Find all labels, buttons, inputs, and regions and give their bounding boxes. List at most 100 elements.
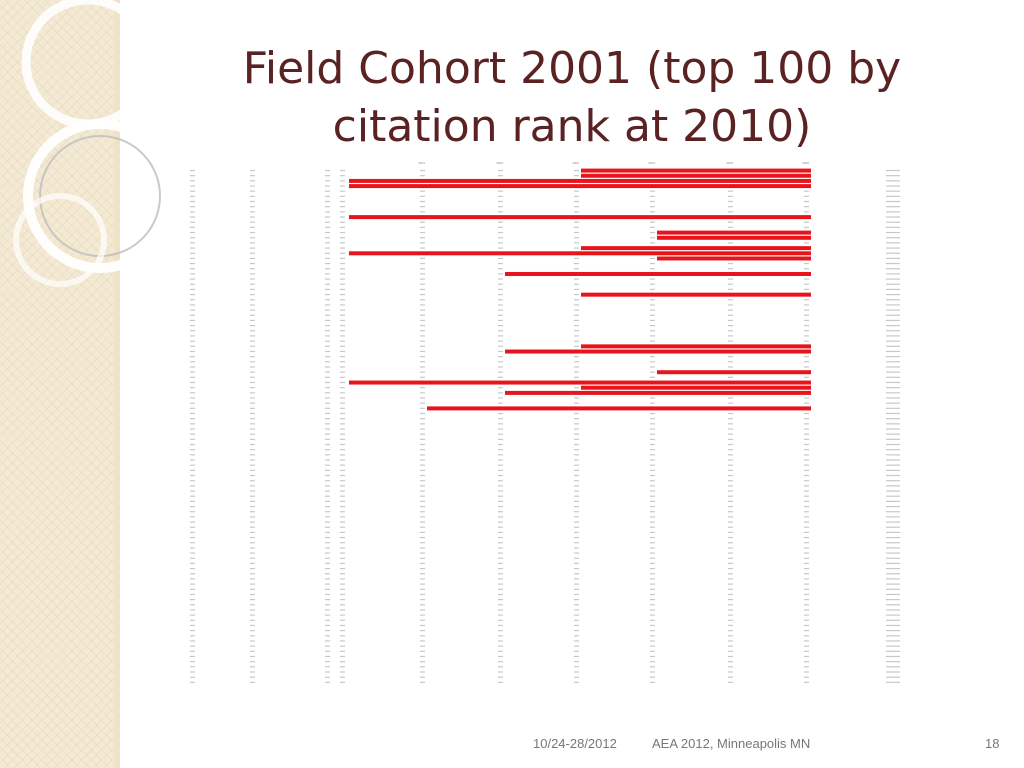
cell-text-placeholder (804, 309, 809, 311)
cell-text-placeholder (190, 485, 195, 487)
cell-text-placeholder (340, 536, 345, 539)
cell-text-placeholder (250, 661, 255, 663)
cell-text-placeholder (498, 676, 503, 678)
cell-text-placeholder (325, 547, 330, 549)
cell-text-placeholder (250, 671, 255, 673)
cell-text-placeholder (804, 542, 809, 544)
cell-text-placeholder (340, 562, 345, 565)
cell-text-placeholder (886, 650, 900, 652)
cell-text-placeholder (250, 578, 255, 580)
cell-text-placeholder (886, 443, 900, 446)
cell-text-placeholder (190, 428, 195, 430)
cell-text-placeholder (325, 645, 330, 647)
cell-text-placeholder (728, 459, 733, 461)
cell-text-placeholder (650, 655, 655, 658)
cell-text-placeholder (498, 500, 503, 502)
cell-text-placeholder (420, 361, 425, 363)
cell-text-placeholder (190, 614, 195, 616)
cell-text-placeholder (728, 195, 733, 197)
cell-text-placeholder (325, 412, 330, 415)
cell-text-placeholder (250, 640, 255, 642)
cell-text-placeholder (574, 531, 579, 533)
cell-text-placeholder (886, 392, 900, 394)
cell-text-placeholder (250, 438, 255, 440)
cell-text-placeholder (886, 237, 900, 239)
cell-text-placeholder (886, 661, 900, 663)
cell-text-placeholder (340, 495, 345, 497)
cell-text-placeholder (650, 671, 655, 673)
cell-text-placeholder (325, 350, 330, 353)
cell-text-placeholder (340, 516, 345, 518)
cell-text-placeholder (650, 325, 655, 327)
cell-text-placeholder (250, 562, 255, 565)
cell-text-placeholder (728, 464, 733, 466)
cell-text-placeholder (498, 443, 503, 446)
cell-text-placeholder (650, 454, 655, 456)
cell-text-placeholder (886, 200, 900, 203)
cell-text-placeholder (498, 262, 503, 265)
cell-text-placeholder (574, 604, 579, 606)
cell-text-placeholder (804, 283, 809, 285)
cell-text-placeholder (498, 283, 503, 285)
cell-text-placeholder (728, 268, 733, 270)
cell-text-placeholder (650, 500, 655, 502)
cell-text-placeholder (650, 402, 655, 404)
cell-text-placeholder (650, 283, 655, 285)
cell-text-placeholder (250, 516, 255, 518)
cell-text-placeholder (498, 438, 503, 440)
cell-text-placeholder (804, 319, 809, 322)
cell-text-placeholder (340, 521, 345, 523)
cell-text-placeholder (340, 381, 345, 384)
cell-text-placeholder (325, 676, 330, 678)
cell-text-placeholder (574, 371, 579, 373)
cell-text-placeholder (498, 200, 503, 203)
cell-text-placeholder (250, 464, 255, 466)
cell-text-placeholder (190, 619, 195, 621)
cell-text-placeholder (250, 195, 255, 197)
cell-text-placeholder (650, 578, 655, 580)
cell-text-placeholder (420, 428, 425, 430)
cell-text-placeholder (340, 552, 345, 554)
cell-text-placeholder (574, 242, 579, 244)
cell-text-placeholder (886, 247, 900, 249)
cell-text-placeholder (325, 438, 330, 440)
cell-text-placeholder (728, 516, 733, 518)
cell-text-placeholder (325, 361, 330, 363)
cell-text-placeholder (650, 335, 655, 337)
cell-text-placeholder (804, 500, 809, 502)
cell-text-placeholder (886, 195, 900, 197)
cell-text-placeholder (650, 200, 655, 203)
cell-text-placeholder (886, 542, 900, 544)
cell-text-placeholder (498, 335, 503, 337)
cell-text-placeholder (498, 319, 503, 322)
cell-text-placeholder (250, 495, 255, 497)
cell-text-placeholder (650, 242, 655, 244)
cell-text-placeholder (650, 211, 655, 213)
cell-text-placeholder (728, 676, 733, 678)
cell-text-placeholder (498, 557, 503, 559)
cell-text-placeholder (498, 599, 503, 601)
cell-text-placeholder (650, 676, 655, 678)
cell-text-placeholder (498, 542, 503, 544)
cell-text-placeholder (728, 428, 733, 430)
cell-text-placeholder (190, 630, 195, 632)
cell-text-placeholder (420, 567, 425, 570)
cell-text-placeholder (886, 325, 900, 327)
cell-text-placeholder (340, 185, 345, 187)
cell-text-placeholder (250, 314, 255, 316)
cell-text-placeholder (190, 273, 195, 275)
cell-text-placeholder (574, 635, 579, 637)
cell-text-placeholder (498, 350, 503, 353)
cell-text-placeholder (190, 474, 195, 477)
cell-text-placeholder (728, 206, 733, 208)
cell-text-placeholder (325, 485, 330, 487)
cell-text-placeholder (250, 361, 255, 363)
cell-text-placeholder (498, 485, 503, 487)
cell-text-placeholder (804, 681, 809, 683)
cell-text-placeholder (190, 464, 195, 466)
cell-text-placeholder (325, 330, 330, 332)
cell-text-placeholder (420, 645, 425, 647)
footer-event: AEA 2012, Minneapolis MN (652, 736, 811, 751)
cell-text-placeholder (886, 459, 900, 461)
cell-text-placeholder (250, 278, 255, 280)
